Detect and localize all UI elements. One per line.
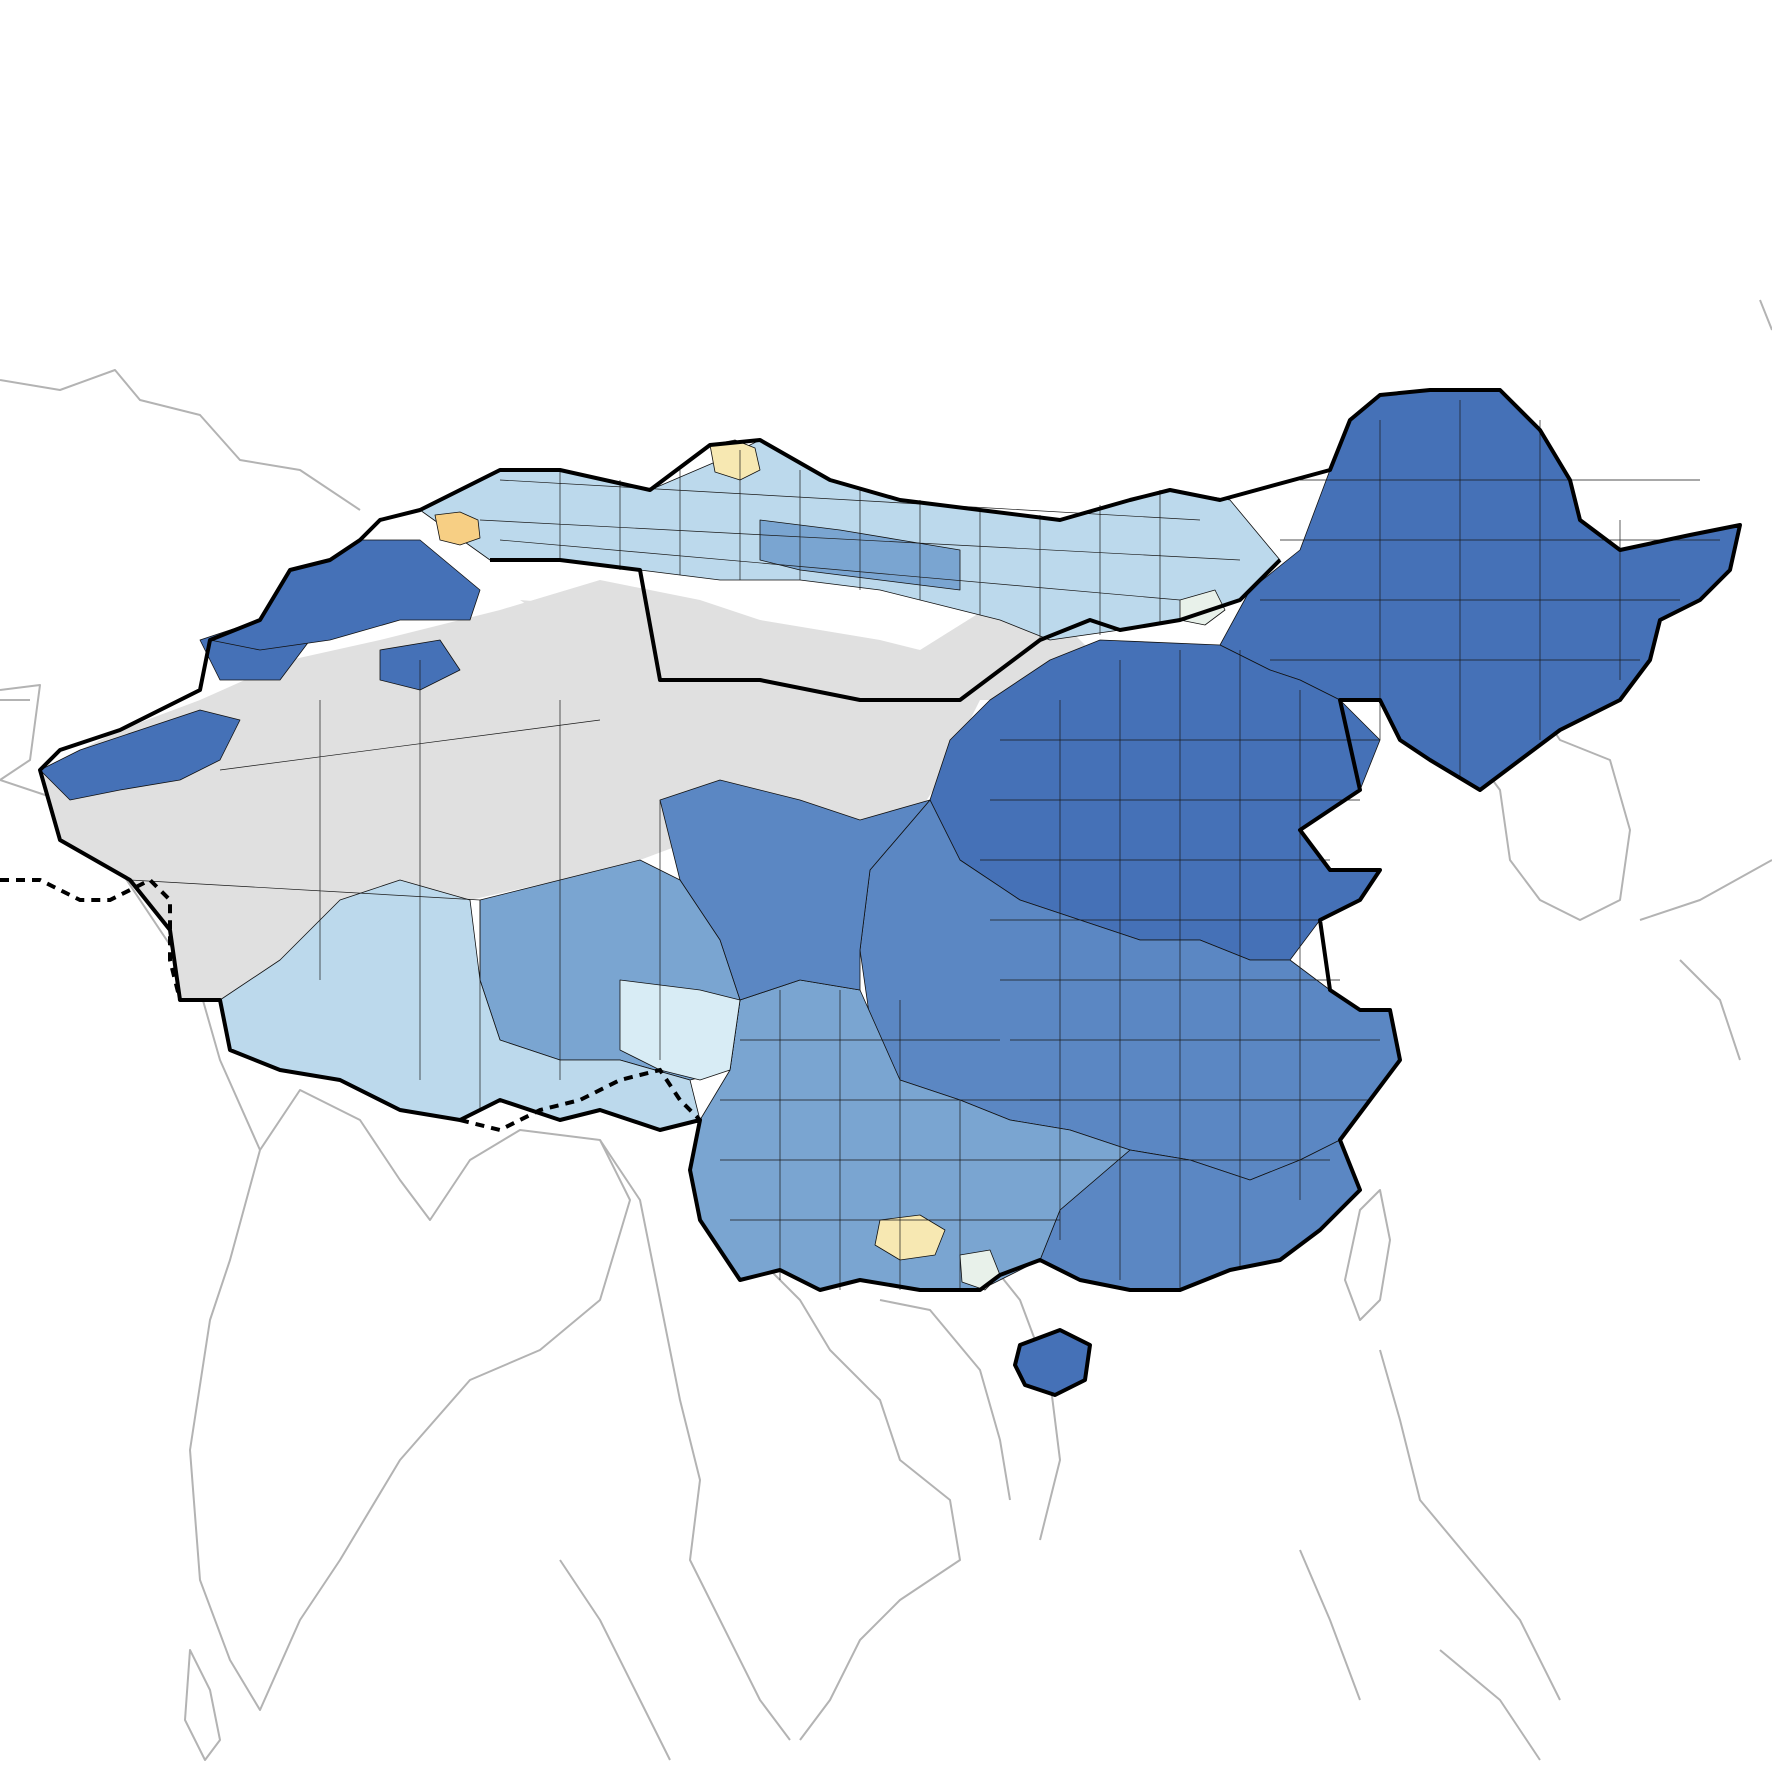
region-southern-pocket — [874, 1214, 946, 1261]
country-outline — [38, 388, 1742, 1292]
choropleth-regions — [39, 389, 1741, 1396]
region-plateau-southeast — [619, 979, 741, 1081]
admin-lines-northeast — [1260, 400, 1720, 780]
context-border-sumatra — [559, 1559, 671, 1761]
admin-boundaries — [129, 400, 1720, 1290]
context-border-philippines — [1299, 1349, 1561, 1761]
hainan-outline — [1013, 1328, 1092, 1397]
internal-boundary-north — [490, 558, 1282, 702]
context-border-west — [0, 369, 361, 511]
context-border-taiwan — [1344, 1189, 1391, 1321]
no-data-northern-band — [520, 600, 1090, 700]
context-border-central-asia — [0, 684, 41, 781]
context-borders — [0, 299, 1772, 1761]
region-north-pocket — [709, 439, 761, 481]
admin-lines-southwest — [720, 990, 1080, 1290]
admin-lines-steppe — [479, 450, 1241, 640]
region-far-northwest — [434, 511, 481, 546]
context-border-sri-lanka — [184, 1649, 221, 1761]
dashed-boundary-south — [459, 1067, 702, 1133]
context-border-myanmar — [599, 1139, 791, 1741]
admin-lines-east — [980, 650, 1380, 1290]
context-border-japan — [1639, 299, 1772, 1061]
admin-lines-west — [129, 660, 661, 1110]
context-border-south-asia — [0, 779, 631, 1711]
